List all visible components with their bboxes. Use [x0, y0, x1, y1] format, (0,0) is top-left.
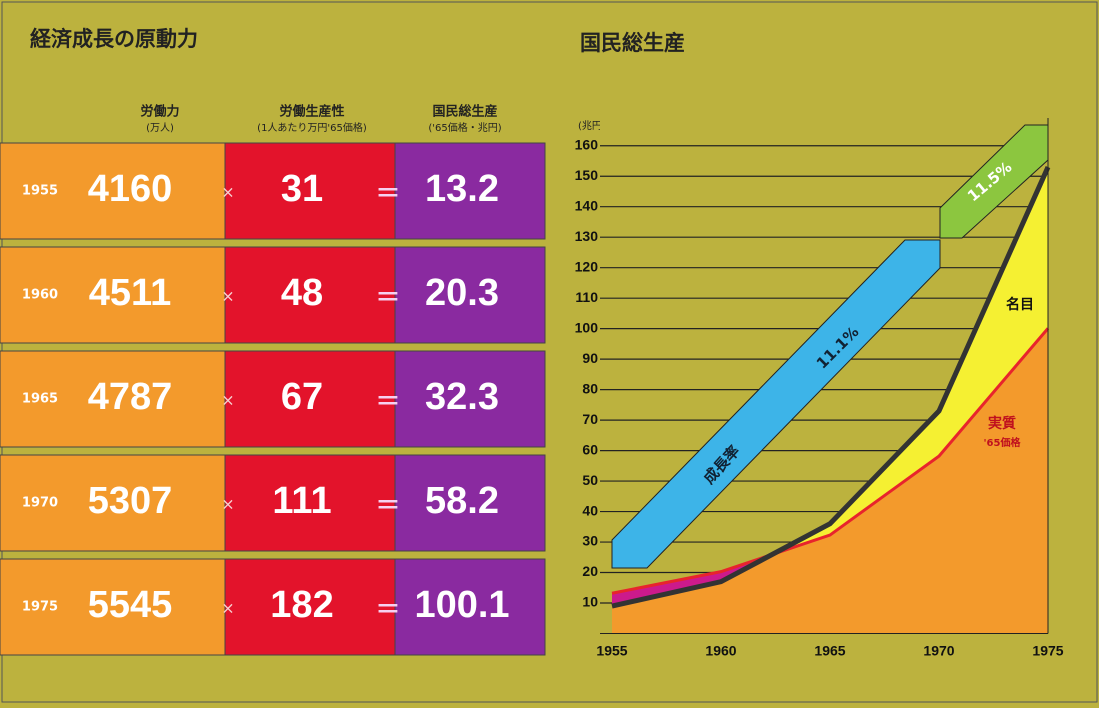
labor-force: 4160 [88, 168, 173, 210]
year: 1955 [22, 184, 58, 199]
column-unit: (万人) [146, 122, 174, 134]
column-unit: (1人あたり万円'65価格) [257, 121, 367, 134]
cell [394, 350, 546, 448]
equals: = [375, 175, 400, 210]
cell [0, 142, 226, 240]
times: × [221, 495, 234, 514]
cell [394, 558, 546, 656]
times: × [221, 287, 234, 306]
chart-title: 国民総生産 [580, 31, 685, 55]
productivity: 182 [270, 584, 333, 626]
cell [394, 454, 546, 552]
growth-band [611, 239, 941, 569]
times: × [221, 391, 234, 410]
column-unit: ('65価格・兆円) [428, 121, 501, 134]
y-tick-label: 40 [582, 502, 598, 518]
y-tick-label: 90 [582, 350, 598, 366]
year: 1965 [22, 392, 58, 407]
y-tick-label: 130 [575, 228, 599, 244]
cell [224, 246, 396, 344]
cell [224, 142, 396, 240]
equals: = [375, 279, 400, 314]
y-tick-label: 150 [575, 167, 599, 183]
y-tick-label: 60 [582, 441, 598, 457]
y-tick-label: 10 [582, 594, 598, 610]
cell [224, 558, 396, 656]
cell [394, 142, 546, 240]
labor-force: 4787 [88, 376, 173, 418]
y-tick-label: 50 [582, 472, 598, 488]
column-header: 労働生産性 [279, 104, 344, 120]
year: 1970 [22, 496, 58, 511]
y-tick-label: 20 [582, 563, 598, 579]
y-tick-label: 100 [575, 319, 599, 335]
x-tick-label: 1975 [1032, 643, 1063, 659]
equals: = [375, 383, 400, 418]
column-header: 労働力 [140, 104, 179, 120]
labor-force: 4511 [89, 272, 171, 314]
cell [0, 454, 226, 552]
gnp: 100.1 [414, 584, 509, 626]
x-tick-label: 1965 [814, 643, 845, 659]
line [611, 327, 1050, 595]
y-tick-label: 70 [582, 411, 598, 427]
productivity: 111 [272, 480, 331, 522]
gnp: 13.2 [425, 168, 499, 210]
times: × [221, 599, 234, 618]
y-tick-label: 140 [575, 197, 599, 213]
labor-force: 5545 [88, 584, 173, 626]
productivity: 48 [281, 272, 323, 314]
y-tick-label: 120 [575, 258, 599, 274]
y-axis-label: (兆円) [578, 120, 606, 132]
x-tick-label: 1970 [923, 643, 954, 659]
x-tick-label: 1960 [705, 643, 736, 659]
annotation: '65価格 [984, 436, 1022, 449]
year: 1975 [22, 600, 58, 615]
x-tick-label: 1955 [596, 643, 627, 659]
gnp: 20.3 [425, 272, 499, 314]
cell [394, 246, 546, 344]
cell [0, 350, 226, 448]
productivity: 67 [281, 376, 323, 418]
productivity: 31 [281, 168, 323, 210]
y-tick-label: 30 [582, 533, 598, 549]
gnp: 58.2 [425, 480, 499, 522]
gnp: 32.3 [425, 376, 499, 418]
labor-force: 5307 [88, 480, 173, 522]
equals: = [375, 487, 400, 522]
year: 1960 [22, 288, 58, 303]
equals: = [375, 591, 400, 626]
area [612, 328, 1048, 634]
times: × [221, 183, 234, 202]
y-tick-label: 80 [582, 380, 598, 396]
line [611, 166, 1051, 609]
series-label: 実質 [988, 415, 1016, 432]
y-tick-label: 110 [575, 289, 598, 305]
y-tick-label: 160 [575, 136, 599, 152]
column-header: 国民総生産 [432, 104, 497, 120]
table-title: 経済成長の原動力 [30, 27, 198, 51]
series-label: 名目 [1006, 296, 1034, 313]
cell [0, 558, 226, 656]
cell [224, 454, 396, 552]
